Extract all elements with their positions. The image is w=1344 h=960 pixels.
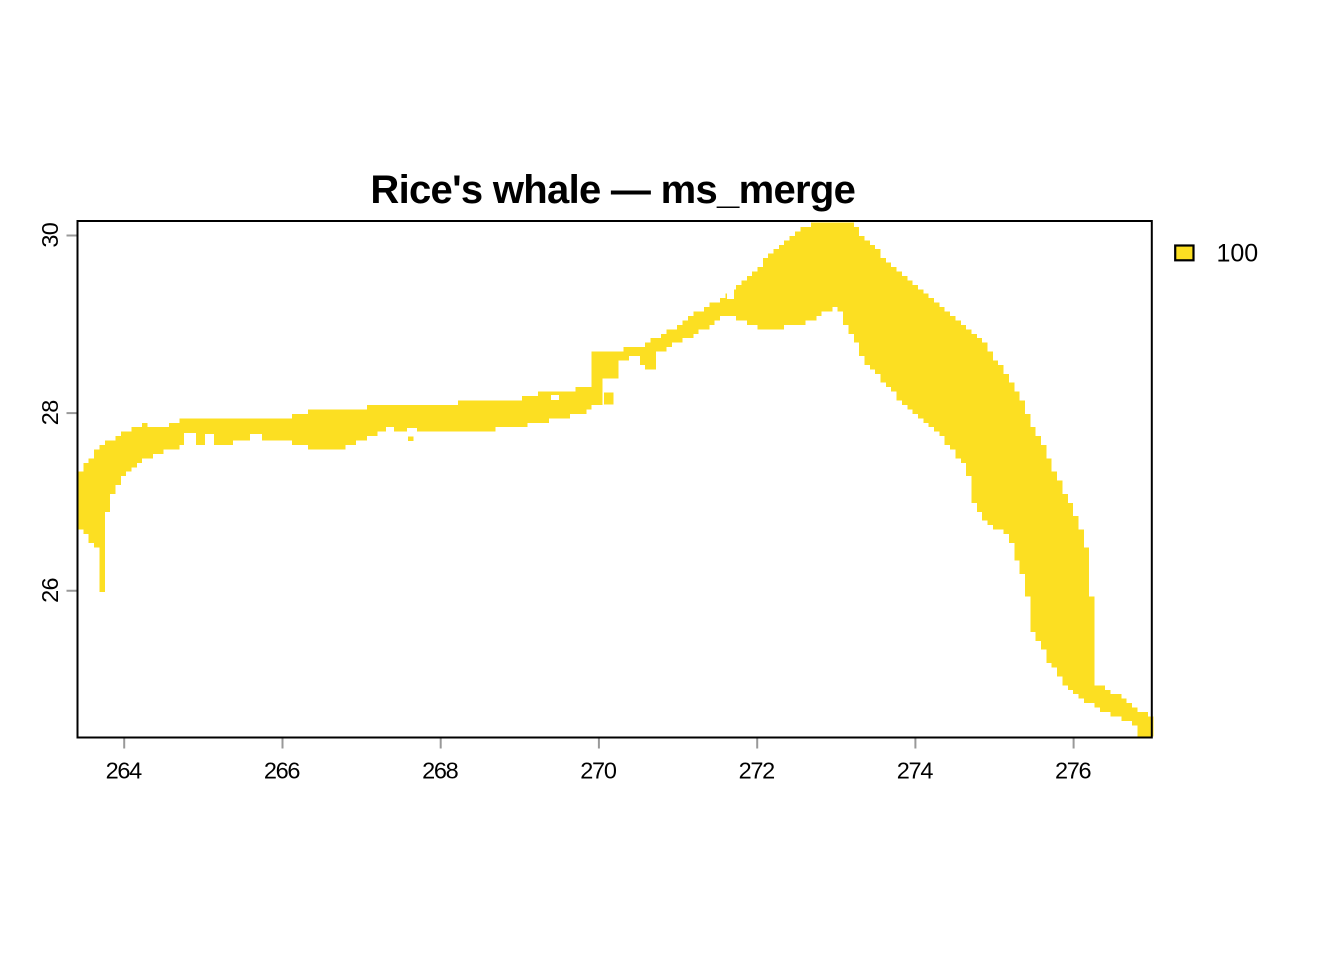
svg-text:28: 28: [37, 400, 63, 425]
svg-text:100: 100: [1217, 239, 1259, 267]
svg-text:276: 276: [1055, 758, 1092, 784]
svg-text:264: 264: [106, 758, 143, 784]
svg-text:30: 30: [37, 222, 63, 247]
svg-text:266: 266: [264, 758, 301, 784]
svg-text:26: 26: [37, 577, 63, 602]
svg-text:270: 270: [580, 758, 617, 784]
svg-text:274: 274: [897, 758, 934, 784]
svg-text:Rice's whale — ms_merge: Rice's whale — ms_merge: [370, 168, 855, 212]
svg-text:272: 272: [739, 758, 775, 784]
svg-text:268: 268: [422, 758, 459, 784]
